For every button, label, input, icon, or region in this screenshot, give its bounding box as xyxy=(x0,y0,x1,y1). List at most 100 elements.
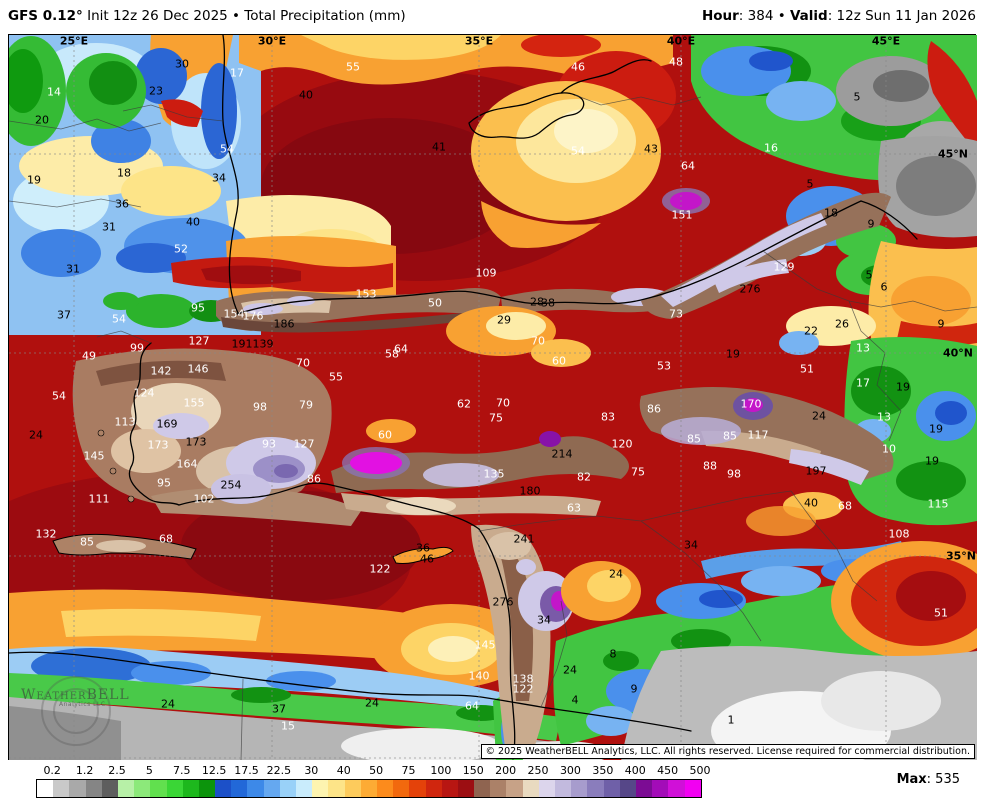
precip-value-label: 36 xyxy=(115,197,129,211)
precip-value-label: 98 xyxy=(253,400,267,414)
copyright-notice: © 2025 WeatherBELL Analytics, LLC. All r… xyxy=(480,744,975,759)
precip-value-label: 8 xyxy=(609,647,617,661)
precip-value-label: 135 xyxy=(483,467,505,481)
colorbar-tick-labels: 0.2 1.2 2.5 5 7.5 12.5 17.5 22.5 30 40 50 75 100 150 2… xyxy=(36,764,710,777)
precip-value-label: 38 xyxy=(541,296,555,310)
colorbar-segment xyxy=(538,780,555,797)
precip-value-label: 55 xyxy=(346,60,360,74)
colorbar xyxy=(36,779,702,798)
precip-value-label: 19 xyxy=(896,380,910,394)
precip-value-label: 23 xyxy=(149,84,163,98)
precip-value-label: 95 xyxy=(157,476,171,490)
precip-value-label: 254 xyxy=(220,478,242,492)
colorbar-segment xyxy=(263,780,280,797)
precip-value-label: 28 xyxy=(530,295,544,309)
precip-value-label: 54 xyxy=(52,389,66,403)
precip-value-label: 46 xyxy=(571,60,585,74)
map-title: GFS 0.12° Init 12z 26 Dec 2025 • Total P… xyxy=(8,8,406,24)
precipitation-map: 30 55 46 48 17 14 23 40 5 20 41 54 54 43 16 64 18 34 19 5 36… xyxy=(8,34,977,761)
colorbar-segment xyxy=(668,780,685,797)
precip-value-label: 79 xyxy=(299,398,313,412)
precip-value-label: 173 xyxy=(147,438,169,452)
precip-value-label: 14 xyxy=(47,85,61,99)
precip-value-label: 37 xyxy=(57,308,71,322)
precip-value-label: 22 xyxy=(804,324,818,338)
precip-value-label: 164 xyxy=(176,457,198,471)
colorbar-tick-label: 300 xyxy=(559,764,581,777)
colorbar-tick-label: 30 xyxy=(304,764,319,777)
colorbar-tick-label: 7.5 xyxy=(173,764,191,777)
precip-value-label: 9 xyxy=(867,217,875,231)
colorbar-segment xyxy=(635,780,653,797)
precip-value-label: 86 xyxy=(307,472,321,486)
colorbar-segment xyxy=(619,780,636,797)
colorbar-tick-label: 22.5 xyxy=(266,764,292,777)
precip-value-label: 122 xyxy=(369,562,391,576)
value-label-layer: 30 55 46 48 17 14 23 40 5 20 41 54 54 43 16 64 18 34 19 5 36… xyxy=(9,34,977,759)
max-value: Max: 535 xyxy=(896,772,960,787)
colorbar-segment xyxy=(198,780,216,797)
precip-value-label: 73 xyxy=(669,307,683,321)
precip-value-label: 41 xyxy=(432,140,446,154)
graticule-label: 45°E xyxy=(871,34,901,48)
colorbar-tick-label: 100 xyxy=(430,764,452,777)
precip-value-label: 138 xyxy=(512,672,534,686)
precip-value-label: 48 xyxy=(669,55,683,69)
precip-value-label: 127 xyxy=(188,334,210,348)
precip-value-label: 34 xyxy=(212,171,226,185)
precip-value-label: 40 xyxy=(804,496,818,510)
precip-value-label: 13 xyxy=(877,410,891,424)
colorbar-segment xyxy=(69,780,86,797)
map-graphic xyxy=(9,35,977,761)
precip-value-label: 62 xyxy=(457,397,471,411)
precip-value-label: 15 xyxy=(281,719,295,733)
precip-value-label: 64 xyxy=(681,159,695,173)
colorbar-segment xyxy=(85,780,102,797)
precip-value-label: 85 xyxy=(687,432,701,446)
precip-value-label: 19 xyxy=(27,173,41,187)
precip-value-label: 75 xyxy=(489,411,503,425)
colorbar-tick-label: 1.2 xyxy=(75,764,94,777)
precip-value-label: 16 xyxy=(764,141,778,155)
colorbar-footer: 0.2 1.2 2.5 5 7.5 12.5 17.5 22.5 30 40 50 75 100 150 2… xyxy=(0,760,984,808)
precip-value-label: 24 xyxy=(29,428,43,442)
precip-value-label: 197 xyxy=(805,464,827,478)
precip-value-label: 37 xyxy=(272,702,286,716)
precip-value-label: 85 xyxy=(723,429,737,443)
precip-value-label: 24 xyxy=(365,696,379,710)
colorbar-segment xyxy=(360,780,377,797)
precip-value-label: 139 xyxy=(252,337,274,351)
precip-value-label: 68 xyxy=(838,499,852,513)
colorbar-tick-label: 2.5 xyxy=(108,764,126,777)
precip-value-label: 64 xyxy=(394,342,408,356)
colorbar-segment xyxy=(376,780,394,797)
precip-value-label: 46 xyxy=(420,552,434,566)
precip-value-label: 276 xyxy=(492,595,514,609)
precip-value-label: 108 xyxy=(888,527,910,541)
colorbar-segment xyxy=(231,780,248,797)
colorbar-tick-label: 17.5 xyxy=(234,764,259,777)
colorbar-segment xyxy=(652,780,669,797)
graticule-label: 35°N xyxy=(945,549,977,563)
precip-value-label: 31 xyxy=(66,262,80,276)
model-name: GFS 0.12° xyxy=(8,8,83,24)
colorbar-tick-label: 450 xyxy=(657,764,679,777)
precip-value-label: 154 xyxy=(223,307,245,321)
colorbar-segment xyxy=(522,780,539,797)
colorbar-tick-label: 75 xyxy=(401,764,416,777)
precip-value-label: 1 xyxy=(727,713,735,727)
graticule-label: 25°E xyxy=(59,34,89,48)
precip-value-label: 9 xyxy=(630,682,638,696)
precip-value-label: 10 xyxy=(882,442,896,456)
graticule-label: 40°E xyxy=(666,34,696,48)
precip-value-label: 20 xyxy=(35,113,49,127)
precip-value-label: 49 xyxy=(82,349,96,363)
precip-value-label: 140 xyxy=(468,669,490,683)
precip-value-label: 113 xyxy=(114,415,136,429)
colorbar-segment xyxy=(684,780,701,797)
precip-value-label: 53 xyxy=(657,359,671,373)
precip-value-label: 60 xyxy=(378,428,392,442)
colorbar-segment xyxy=(328,780,345,797)
precip-value-label: 19 xyxy=(925,454,939,468)
